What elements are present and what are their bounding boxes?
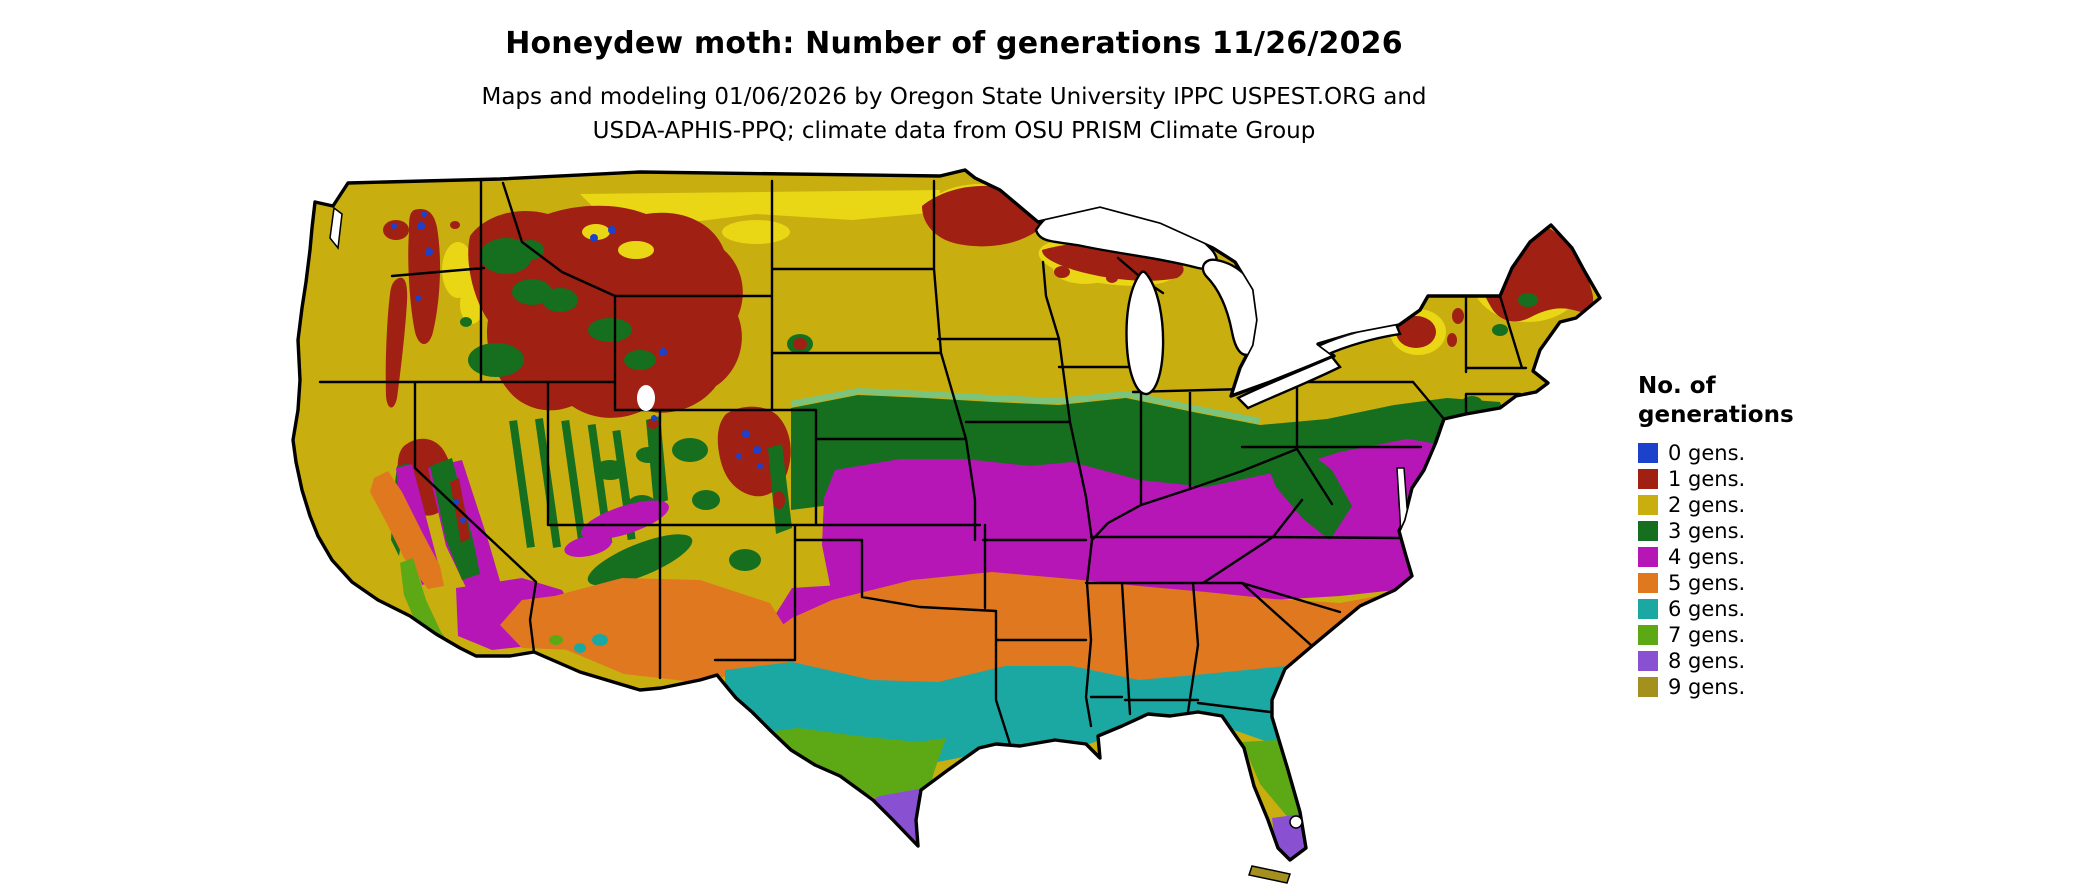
lake-okeechobee (1289, 815, 1303, 829)
legend-swatch (1638, 599, 1658, 619)
region-5gens-central-valley (370, 471, 444, 589)
legend-swatch (1638, 547, 1658, 567)
legend-title: No. of generations (1638, 373, 1794, 428)
map-legend: No. of generations 0 gens. 1 gens. 2 gen… (1638, 372, 1794, 703)
legend-label: 6 gens. (1668, 597, 1746, 621)
legend-item: 2 gens. (1638, 493, 1794, 517)
legend-item: 0 gens. (1638, 441, 1794, 465)
region-1gens-adirondacks (1396, 316, 1436, 348)
legend-label: 0 gens. (1668, 441, 1746, 465)
region-1gens-oregon-coast (385, 277, 408, 408)
legend-label: 5 gens. (1668, 571, 1746, 595)
legend-swatch (1638, 443, 1658, 463)
legend-swatch (1638, 469, 1658, 489)
page-title: Honeydew moth: Number of generations 11/… (505, 26, 1403, 61)
region-7gens-socal-coast (400, 558, 453, 656)
legend-item: 6 gens. (1638, 597, 1794, 621)
page-subtitle: Maps and modeling 01/06/2026 by Oregon S… (0, 80, 1908, 148)
region-8gens-texas-tip (868, 788, 924, 848)
great-salt-lake (637, 385, 655, 411)
legend-item: 7 gens. (1638, 623, 1794, 647)
legend-item: 1 gens. (1638, 467, 1794, 491)
region-3gens-appalachia (1262, 446, 1352, 540)
lake-erie (1235, 355, 1342, 410)
legend-label: 3 gens. (1668, 519, 1746, 543)
legend-item: 3 gens. (1638, 519, 1794, 543)
puget-sound (329, 206, 343, 250)
legend-label: 4 gens. (1668, 545, 1746, 569)
legend-label: 2 gens. (1668, 493, 1746, 517)
region-5gens-southwest (547, 578, 792, 682)
legend-swatch (1638, 573, 1658, 593)
region-1gens-cascades (408, 209, 441, 344)
legend-label: 7 gens. (1668, 623, 1746, 647)
subtitle-line-1: Maps and modeling 01/06/2026 by Oregon S… (481, 84, 1427, 110)
legend-swatch (1638, 677, 1658, 697)
legend-swatch (1638, 521, 1658, 541)
region-6gens-band (725, 652, 1384, 762)
region-9gens-florida-keys (1248, 865, 1291, 884)
usa-outline (291, 168, 1602, 862)
legend-item: 9 gens. (1638, 675, 1794, 699)
legend-label: 1 gens. (1668, 467, 1746, 491)
subtitle-line-2: USDA-APHIS-PPQ; climate data from OSU PR… (592, 118, 1316, 144)
blue-highelevation-specks (391, 211, 763, 469)
legend-label: 8 gens. (1668, 649, 1746, 673)
legend-swatch (1638, 651, 1658, 671)
legend-item: 5 gens. (1638, 571, 1794, 595)
legend-swatch (1638, 495, 1658, 515)
map-fill-layers (293, 170, 1600, 860)
legend-item: 4 gens. (1638, 545, 1794, 569)
mint-fringe (790, 387, 1261, 424)
state-borders (318, 179, 1528, 746)
lakes (329, 199, 1410, 829)
legend-items: 0 gens. 1 gens. 2 gens. 3 gens. 4 gens. … (1638, 441, 1794, 699)
region-1gens-northern-rockies (468, 205, 743, 418)
legend-label: 9 gens. (1668, 675, 1746, 699)
lake-michigan (1125, 270, 1165, 396)
legend-swatch (1638, 625, 1658, 645)
legend-item: 8 gens. (1638, 649, 1794, 673)
